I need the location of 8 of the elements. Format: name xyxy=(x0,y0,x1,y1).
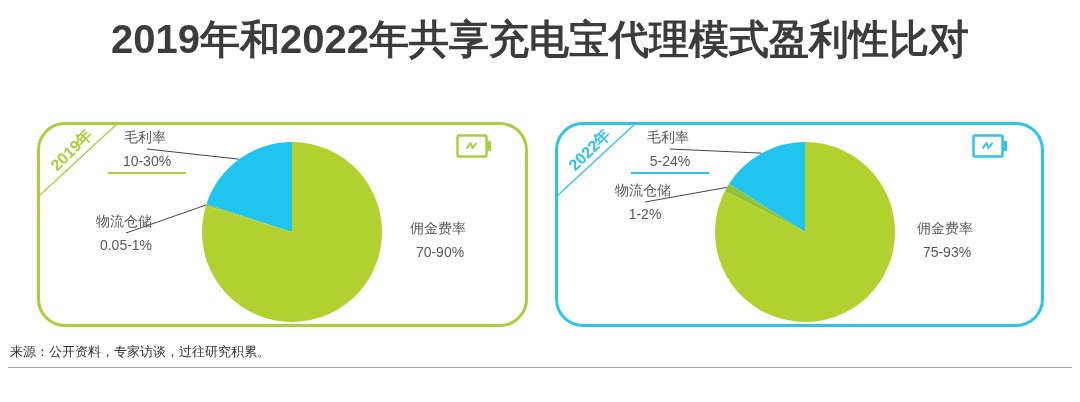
slice-label: 佣金费率 70-90% xyxy=(410,220,470,260)
slice-label: 物流仓储 1-2% xyxy=(615,182,675,222)
slice-label: 佣金费率 75-93% xyxy=(917,220,977,260)
source-note: 来源：公开资料，专家访谈，过往研究积累。 xyxy=(10,343,270,361)
slice-label: 物流仓储 0.05-1% xyxy=(96,213,156,253)
slice-label: 毛利率 10-30% xyxy=(122,129,172,169)
chart-title: 2019年和2022年共享充电宝代理模式盈利性比对 xyxy=(110,16,970,63)
slice-label: 毛利率 5-24% xyxy=(647,129,693,169)
